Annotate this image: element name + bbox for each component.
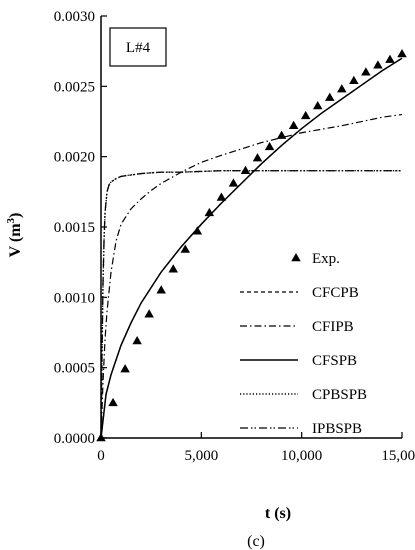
x-tick-label: 0 <box>97 448 105 464</box>
series-line-cfspb <box>100 57 403 439</box>
y-tick-label: 0.0030 <box>54 9 95 25</box>
legend-label-cfspb: CFSPB <box>312 353 357 369</box>
data-point <box>216 192 227 201</box>
panel-label-box: L#4 <box>109 27 167 67</box>
data-point <box>349 75 359 84</box>
x-axis-ticks: 0 5,000 10,000 15,000 <box>97 432 415 464</box>
y-axis-ticks: 0.0000 0.0005 0.0010 0.0015 0.0020 0.0025 0.00… <box>54 9 107 447</box>
data-point <box>132 335 142 345</box>
legend-label-ipbspb: IPBSPB <box>312 421 362 437</box>
data-point <box>325 92 335 101</box>
data-point <box>373 60 383 69</box>
series-line-cfcpb <box>100 57 403 439</box>
series-exp <box>96 48 407 442</box>
data-point <box>180 244 191 253</box>
x-tick-label: 10,000 <box>281 448 322 464</box>
x-tick-label: 15,000 <box>381 448 415 464</box>
legend-label-cpbspb: CPBSPB <box>312 387 367 403</box>
y-tick-label: 0.0000 <box>54 431 95 447</box>
x-axis-label: t (s) <box>265 505 291 522</box>
y-axis-label: V (m3) <box>5 213 24 258</box>
plot-area <box>100 16 402 439</box>
data-point <box>108 397 118 407</box>
data-point <box>397 48 407 58</box>
data-point <box>385 54 395 63</box>
series-line-ipbspb <box>100 170 402 439</box>
data-point <box>337 84 347 93</box>
data-point <box>168 264 178 273</box>
series-line-cfipb <box>100 113 403 439</box>
data-point <box>288 120 299 129</box>
data-point <box>252 153 263 162</box>
figure-caption: (c) <box>247 533 265 550</box>
legend-marker-exp <box>291 253 301 262</box>
y-axis-label-close: ) <box>7 213 24 218</box>
data-point <box>240 165 251 174</box>
legend: Exp. CFCPB CFIPB CFSPB CPBSPB IPBSPB <box>240 251 367 437</box>
legend-label-cfcpb: CFCPB <box>312 285 359 301</box>
y-tick-label: 0.0005 <box>54 361 95 377</box>
data-point <box>264 141 275 151</box>
data-point <box>300 110 311 120</box>
data-point <box>120 364 130 373</box>
y-axis-label-superscript: 3 <box>5 217 17 223</box>
panel-label: L#4 <box>126 40 151 56</box>
y-tick-label: 0.0025 <box>54 79 95 95</box>
data-point <box>312 101 323 110</box>
y-axis-label-main: V (m <box>7 223 24 258</box>
legend-label-cfipb: CFIPB <box>312 319 354 335</box>
x-tick-label: 5,000 <box>184 448 218 464</box>
data-point <box>276 130 287 139</box>
data-point <box>156 285 166 294</box>
legend-label-exp: Exp. <box>312 251 340 267</box>
data-point <box>361 67 371 76</box>
data-point <box>144 309 154 318</box>
series-layer <box>96 48 407 442</box>
y-tick-label: 0.0020 <box>54 150 95 166</box>
y-tick-label: 0.0010 <box>54 290 95 306</box>
y-tick-label: 0.0015 <box>54 220 95 236</box>
data-point <box>228 178 239 187</box>
